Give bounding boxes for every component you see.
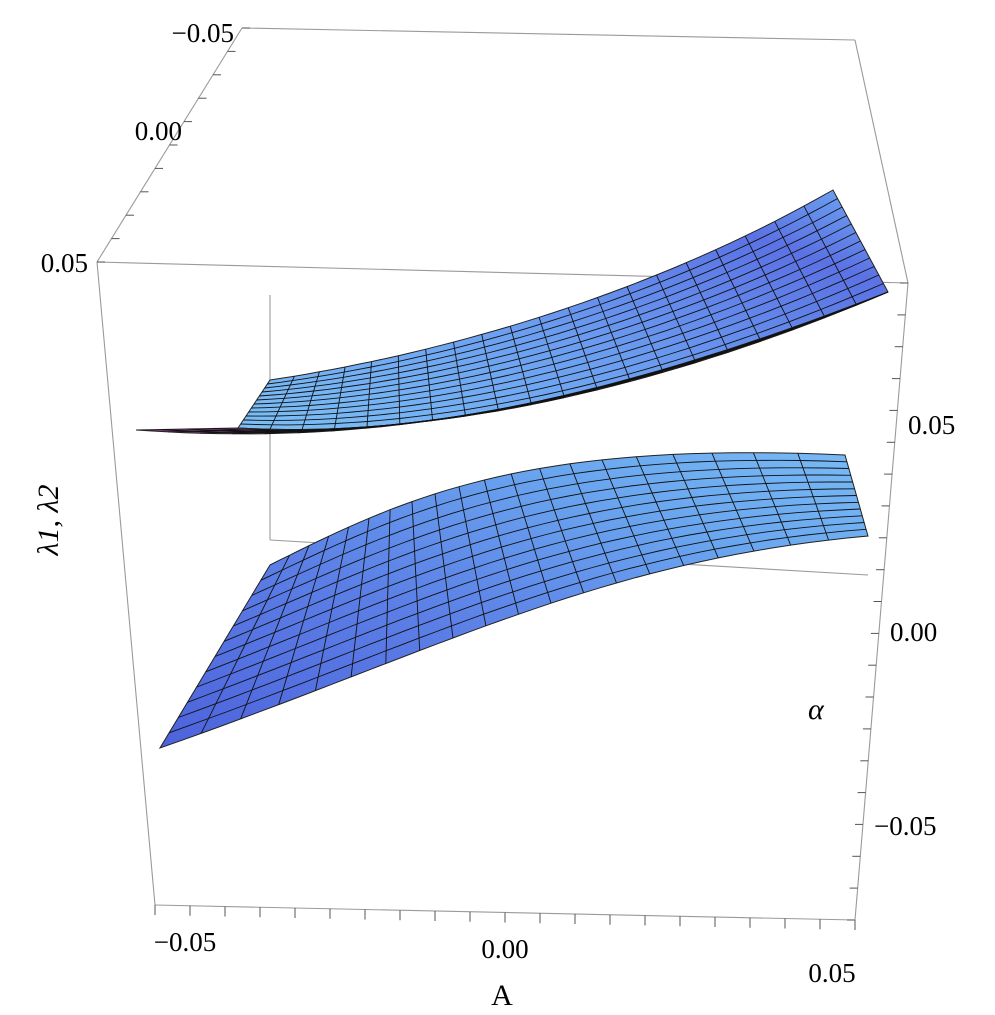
mesh-line bbox=[214, 495, 857, 657]
y-axis-title: α bbox=[808, 693, 825, 726]
box-edge bbox=[96, 261, 156, 906]
mesh-line bbox=[242, 474, 851, 612]
x-axis-title: A bbox=[491, 979, 513, 1012]
mesh-line bbox=[251, 249, 866, 409]
mesh-line bbox=[196, 508, 861, 688]
x-tick-label: −0.05 bbox=[154, 927, 216, 957]
x-tick-label: 0.05 bbox=[808, 958, 855, 988]
mesh-line bbox=[259, 223, 852, 397]
y-tick-label: −0.05 bbox=[874, 811, 936, 841]
mesh-line bbox=[256, 232, 857, 401]
mesh-line bbox=[245, 266, 875, 417]
mesh-line bbox=[251, 467, 849, 596]
mesh-line bbox=[212, 291, 889, 431]
box-edge bbox=[854, 39, 909, 284]
z-tick-label: 0.05 bbox=[41, 248, 88, 278]
x-tick-label: 0.00 bbox=[481, 934, 528, 964]
y-tick-label: 0.05 bbox=[908, 410, 955, 440]
box-edge bbox=[241, 27, 856, 41]
z-tick-label: 0.00 bbox=[135, 116, 182, 146]
mesh-line bbox=[178, 522, 865, 718]
mesh-line bbox=[248, 257, 870, 413]
mesh-line bbox=[267, 198, 838, 385]
mesh-line bbox=[169, 528, 867, 734]
y-tick-label: 0.00 bbox=[890, 617, 937, 647]
z-axis-title: λ1, λ2 bbox=[32, 485, 65, 557]
tick-marks bbox=[97, 27, 908, 930]
z-tick-label: −0.05 bbox=[172, 18, 234, 48]
lower-surface bbox=[158, 452, 869, 749]
middle-surface bbox=[135, 291, 889, 435]
lower-surface-patch bbox=[158, 452, 869, 749]
surfaces bbox=[135, 189, 889, 749]
upper-surface bbox=[237, 189, 889, 430]
mesh-line bbox=[224, 488, 855, 642]
mesh-line bbox=[253, 240, 861, 405]
mesh-line bbox=[205, 501, 859, 673]
mesh-line bbox=[240, 283, 884, 426]
mesh-line bbox=[187, 515, 863, 703]
mesh-line bbox=[264, 206, 843, 389]
mesh-line bbox=[233, 481, 853, 627]
mesh-line bbox=[261, 215, 848, 393]
mesh-line bbox=[260, 459, 847, 581]
mesh-line bbox=[243, 274, 879, 421]
mesh-line bbox=[161, 291, 889, 434]
